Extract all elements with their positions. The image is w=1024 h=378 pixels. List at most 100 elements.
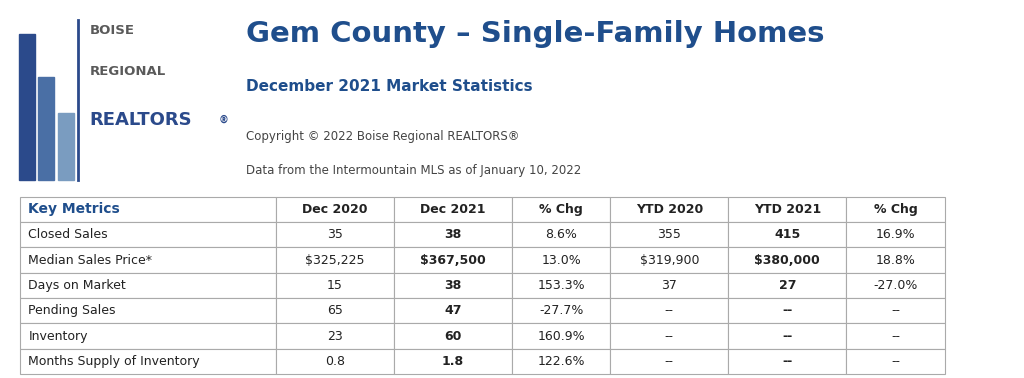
Bar	[20, 273, 276, 298]
Text: 60: 60	[444, 330, 462, 342]
Text: % Chg: % Chg	[540, 203, 583, 216]
Text: 38: 38	[444, 228, 462, 241]
Text: 355: 355	[657, 228, 681, 241]
Bar	[276, 197, 394, 222]
Text: 65: 65	[327, 304, 343, 317]
Bar	[610, 247, 728, 273]
Text: --: --	[891, 355, 900, 368]
Bar	[728, 222, 846, 247]
Text: 37: 37	[662, 279, 677, 292]
Text: --: --	[782, 330, 793, 342]
Text: 13.0%: 13.0%	[542, 254, 581, 266]
Bar	[512, 324, 610, 349]
Bar	[20, 197, 276, 222]
Bar	[276, 298, 394, 324]
Text: $325,225: $325,225	[305, 254, 365, 266]
Text: Pending Sales: Pending Sales	[29, 304, 116, 317]
Text: --: --	[782, 304, 793, 317]
Text: REGIONAL: REGIONAL	[90, 65, 166, 77]
Bar	[512, 273, 610, 298]
Bar	[512, 222, 610, 247]
Bar	[20, 324, 276, 349]
Bar	[394, 324, 512, 349]
Text: Dec 2020: Dec 2020	[302, 203, 368, 216]
Bar	[20, 298, 276, 324]
Text: BOISE: BOISE	[90, 24, 135, 37]
Bar	[276, 324, 394, 349]
Text: --: --	[665, 355, 674, 368]
Bar	[512, 247, 610, 273]
Text: 415: 415	[774, 228, 801, 241]
Text: --: --	[665, 304, 674, 317]
Bar	[610, 298, 728, 324]
Bar	[394, 298, 512, 324]
Bar	[846, 349, 944, 374]
Bar	[394, 197, 512, 222]
Bar	[394, 273, 512, 298]
Bar	[276, 349, 394, 374]
Bar	[394, 349, 512, 374]
Text: YTD 2021: YTD 2021	[754, 203, 821, 216]
Text: 160.9%: 160.9%	[538, 330, 585, 342]
Bar	[38, 77, 54, 180]
Bar	[728, 197, 846, 222]
Bar	[276, 222, 394, 247]
Text: --: --	[891, 330, 900, 342]
Bar	[394, 222, 512, 247]
Text: --: --	[665, 330, 674, 342]
Bar	[846, 273, 944, 298]
Text: 1.8: 1.8	[442, 355, 464, 368]
Bar	[610, 222, 728, 247]
Bar	[512, 298, 610, 324]
Text: 23: 23	[328, 330, 343, 342]
Text: ®: ®	[219, 115, 228, 124]
Bar	[512, 349, 610, 374]
Text: Months Supply of Inventory: Months Supply of Inventory	[29, 355, 200, 368]
Text: Copyright © 2022 Boise Regional REALTORS®: Copyright © 2022 Boise Regional REALTORS…	[246, 130, 519, 143]
Bar	[57, 113, 74, 180]
Text: 0.8: 0.8	[325, 355, 345, 368]
Text: 18.8%: 18.8%	[876, 254, 915, 266]
Text: $380,000: $380,000	[755, 254, 820, 266]
Bar	[512, 197, 610, 222]
Bar	[20, 222, 276, 247]
Text: -27.0%: -27.0%	[873, 279, 918, 292]
Bar	[18, 34, 35, 180]
Text: Gem County – Single-Family Homes: Gem County – Single-Family Homes	[246, 20, 824, 48]
Bar	[276, 273, 394, 298]
Bar	[846, 197, 944, 222]
Text: 38: 38	[444, 279, 462, 292]
Text: Median Sales Price*: Median Sales Price*	[29, 254, 153, 266]
Text: $367,500: $367,500	[420, 254, 486, 266]
Text: --: --	[782, 355, 793, 368]
Bar	[846, 247, 944, 273]
Bar	[846, 324, 944, 349]
Bar	[846, 298, 944, 324]
Text: REALTORS: REALTORS	[90, 111, 193, 129]
Text: Inventory: Inventory	[29, 330, 88, 342]
Text: 122.6%: 122.6%	[538, 355, 585, 368]
Bar	[728, 349, 846, 374]
Bar	[728, 273, 846, 298]
Text: 16.9%: 16.9%	[876, 228, 915, 241]
Text: --: --	[891, 304, 900, 317]
Text: % Chg: % Chg	[873, 203, 918, 216]
Text: 15: 15	[327, 279, 343, 292]
Text: YTD 2020: YTD 2020	[636, 203, 702, 216]
Text: 35: 35	[327, 228, 343, 241]
Bar	[728, 298, 846, 324]
Bar	[846, 222, 944, 247]
Bar	[728, 247, 846, 273]
Text: 8.6%: 8.6%	[545, 228, 578, 241]
Bar	[20, 247, 276, 273]
Text: December 2021 Market Statistics: December 2021 Market Statistics	[246, 79, 532, 94]
Text: 27: 27	[778, 279, 796, 292]
Bar	[610, 324, 728, 349]
Bar	[20, 349, 276, 374]
Text: Key Metrics: Key Metrics	[29, 202, 120, 216]
Bar	[610, 273, 728, 298]
Bar	[276, 247, 394, 273]
Bar	[394, 247, 512, 273]
Text: $319,900: $319,900	[640, 254, 699, 266]
Bar	[610, 197, 728, 222]
